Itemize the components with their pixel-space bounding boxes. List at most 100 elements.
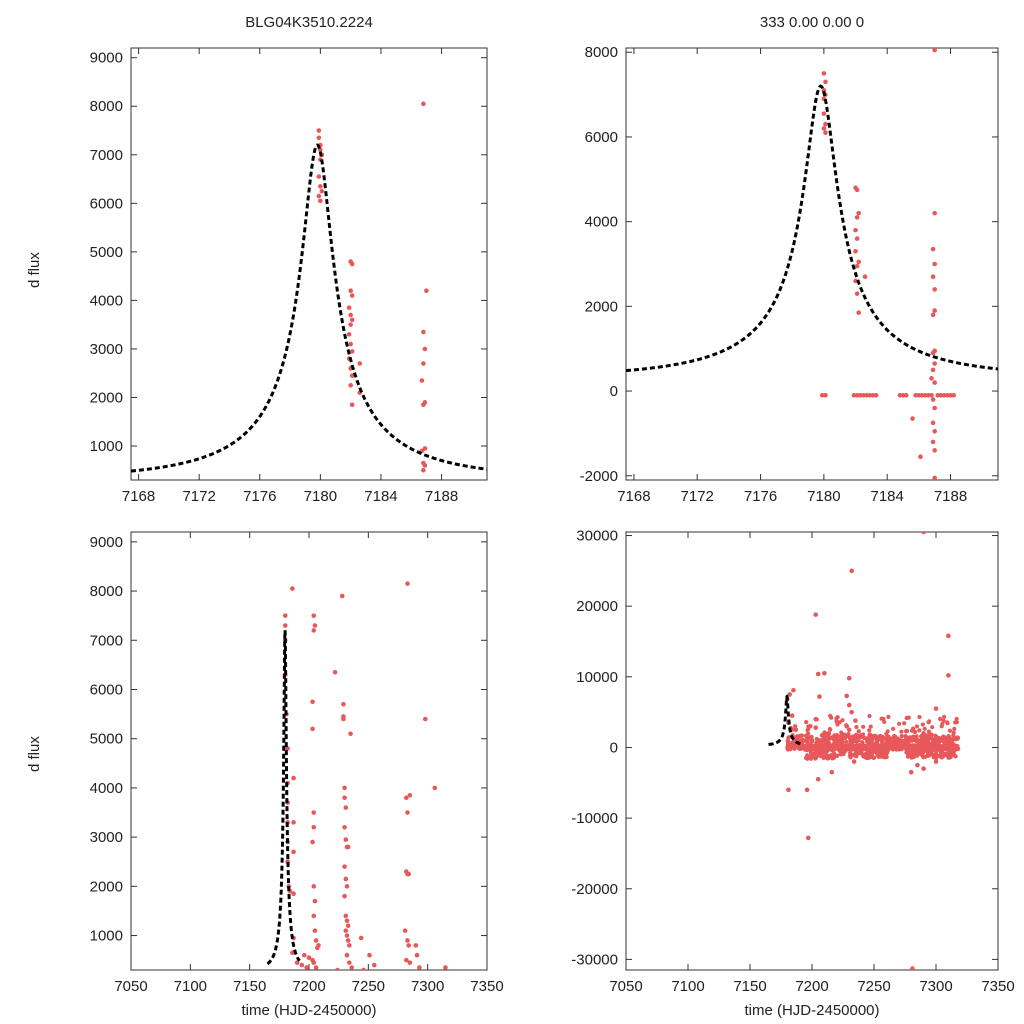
data-point [361, 967, 366, 970]
data-point [823, 392, 828, 398]
data-point [882, 743, 887, 749]
y-tick-label: 10000 [576, 669, 618, 686]
data-point [930, 246, 936, 252]
data-point [804, 720, 809, 725]
data-point [852, 752, 857, 757]
data-point [342, 864, 347, 869]
top-left-title: BLG04K3510.2224 [245, 14, 373, 31]
data-point [903, 392, 909, 398]
data-point [946, 673, 951, 678]
x-tick-label: 7168 [122, 488, 155, 505]
data-point [421, 101, 426, 107]
data-point [817, 745, 823, 750]
data-point [835, 722, 840, 727]
data-point [841, 751, 846, 757]
data-point [886, 714, 891, 719]
data-point [830, 734, 835, 740]
data-point [910, 416, 915, 421]
data-point [306, 955, 312, 960]
data-point [903, 735, 909, 740]
data-point [846, 746, 851, 751]
data-point [905, 746, 910, 751]
data-point [891, 726, 896, 732]
data-point [912, 729, 918, 735]
y-tick-label: 0 [610, 739, 618, 756]
model-curve [768, 694, 803, 746]
x-tick-label: 7100 [174, 978, 207, 995]
data-point [932, 287, 937, 292]
data-point [799, 738, 804, 743]
data-point [406, 943, 411, 948]
data-point [831, 755, 837, 760]
data-point [405, 581, 410, 586]
data-point [884, 754, 889, 760]
data-point [884, 731, 889, 737]
data-point [902, 721, 907, 726]
data-point [311, 960, 317, 965]
data-point [349, 349, 355, 354]
data-point [817, 750, 822, 755]
data-point [844, 693, 850, 699]
data-point [291, 775, 296, 781]
x-tick-label: 7188 [934, 488, 967, 505]
x-tick-label: 7176 [243, 488, 276, 505]
data-point [857, 392, 863, 398]
data-point [915, 746, 920, 751]
x-tick-label: 7350 [981, 978, 1014, 995]
data-point [889, 746, 895, 751]
data-point [929, 392, 934, 398]
data-point [869, 747, 874, 752]
data-point [407, 960, 413, 965]
data-point [312, 623, 318, 628]
data-point [342, 785, 347, 791]
data-point [348, 383, 353, 388]
data-point [930, 312, 936, 318]
data-point [945, 753, 951, 759]
data-point [841, 743, 846, 748]
data-point [854, 236, 860, 241]
data-point [831, 745, 836, 750]
data-point [793, 743, 798, 748]
data-point [827, 743, 832, 748]
data-point [814, 740, 819, 745]
data-point [864, 392, 869, 398]
data-point [954, 716, 959, 722]
data-point [829, 769, 835, 775]
data-point [855, 737, 860, 742]
data-point [861, 724, 866, 729]
x-tick-label: 7200 [292, 978, 325, 995]
data-point [311, 613, 317, 618]
panel-top-right: 7168 7172 7176 7180 7184 7188 -2000 0 2000 4000 60… [580, 44, 999, 505]
data-point [789, 713, 795, 718]
data-point [921, 731, 926, 736]
data-point [917, 714, 922, 720]
x-tick-label: 7184 [364, 488, 397, 505]
data-point [823, 121, 828, 127]
data-point [404, 957, 409, 963]
y-tick-label: 30000 [576, 528, 618, 545]
data-point [282, 623, 288, 628]
plot-frame [130, 47, 488, 481]
data-point [787, 744, 792, 750]
data-point [343, 913, 349, 919]
data-point [941, 714, 947, 719]
data-point [936, 747, 941, 752]
data-point [793, 724, 798, 729]
data-point [873, 392, 879, 398]
data-point [912, 736, 917, 741]
data-point [357, 361, 363, 366]
data-point [930, 350, 936, 356]
data-point [870, 392, 876, 398]
data-point [316, 943, 321, 948]
data-point [819, 392, 825, 398]
data-point [311, 628, 317, 633]
data-point [878, 747, 883, 752]
data-point [904, 750, 909, 755]
y-tick-label: 6000 [90, 195, 123, 212]
data-point [951, 733, 956, 738]
y-tick-label: 7000 [90, 147, 123, 164]
data-point [413, 943, 419, 948]
bottom-y-axis-label: d flux [26, 736, 43, 772]
model-curve [626, 84, 998, 373]
